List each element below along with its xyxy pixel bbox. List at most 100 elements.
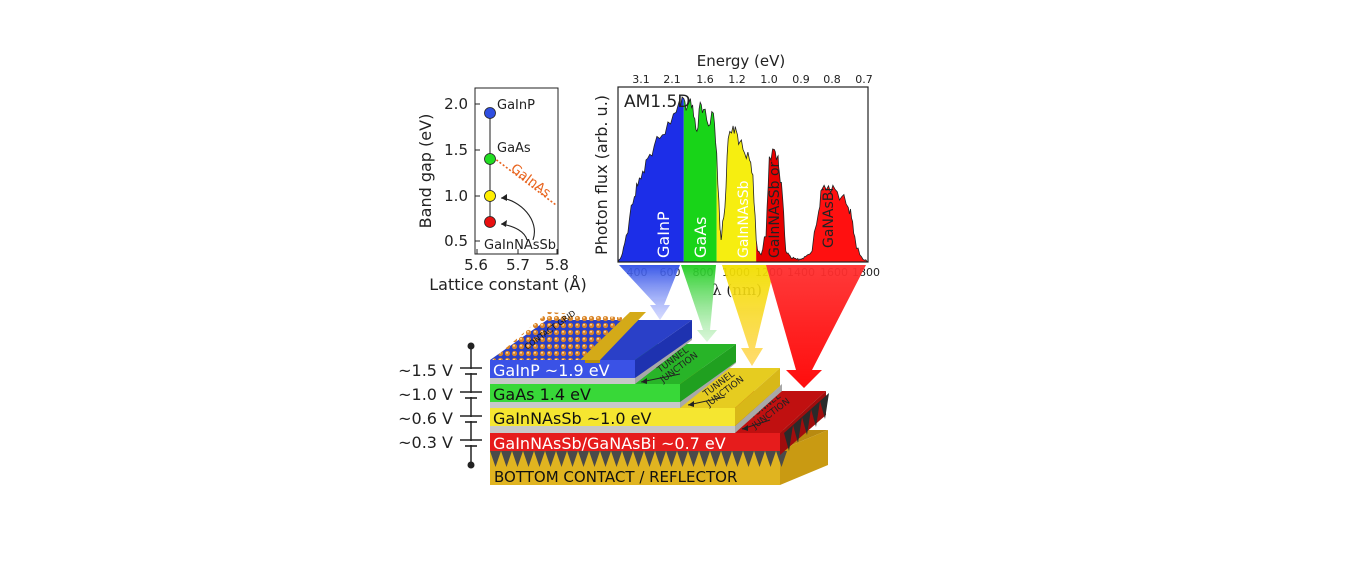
tunnel-junction-2	[490, 401, 680, 408]
reflector-tooth	[688, 451, 699, 467]
gainnassb-point	[484, 216, 496, 228]
bandgap-y-tick: 2.0	[444, 95, 468, 113]
spectrum-chart: Energy (eV) 3.1 2.1 1.6 1.2 1.0 0.9 0.8 …	[592, 52, 880, 299]
red-layer-front	[490, 433, 780, 451]
reflector-tooth	[699, 451, 710, 467]
bandgap-y-tick: 1.0	[444, 187, 468, 205]
yellow-layer-side	[735, 368, 780, 426]
bottom-contact-side	[780, 430, 828, 485]
contact-grid-bar	[580, 312, 646, 360]
gaas-label: GaAs	[497, 141, 531, 156]
photon-flux-axis-label: Photon flux (arb. u.)	[592, 95, 611, 255]
reflector-tooth	[600, 451, 611, 467]
band-label-gainnassb-or: GaInNAsSb or	[767, 161, 783, 258]
red-funnel-arrow	[766, 265, 866, 388]
reflector-tooth	[776, 451, 787, 467]
red-layer-name: GaInNAsSb/GaNAsBi ~0.7 eV	[493, 434, 726, 453]
red-layer-side-texture	[784, 393, 829, 451]
tunnel-arrow-1	[640, 373, 681, 383]
gainp-label: GaInP	[497, 98, 535, 113]
bandgap-x-tick: 5.7	[506, 256, 530, 274]
energy-tick: 0.8	[823, 73, 841, 86]
bandgap-x-ticks: 5.6 5.7 5.8	[464, 249, 569, 274]
bandgap-x-tick: 5.6	[464, 256, 488, 274]
blue-layer-front	[490, 360, 635, 378]
tunnel-junction-1	[490, 377, 635, 384]
tunnel-arrow-2	[687, 396, 726, 406]
gainp-point	[484, 107, 496, 119]
red-side-tooth	[802, 409, 811, 435]
bandgap-y-tick: 1.5	[444, 141, 468, 159]
voltage-label-2: ~1.0 V	[398, 385, 453, 404]
energy-tick: 3.1	[632, 73, 650, 86]
reflector-tooth	[611, 451, 622, 467]
reflector-tooth	[534, 451, 545, 467]
green-layer-name: GaAs 1.4 eV	[493, 385, 591, 404]
bandgap-y-tick: 0.5	[444, 232, 468, 250]
red-side-tooth	[784, 425, 793, 451]
reflector-tooth	[589, 451, 600, 467]
blue-layer-side	[635, 320, 692, 378]
energy-tick: 1.0	[760, 73, 778, 86]
reflector-tooth	[732, 451, 743, 467]
yellow-funnel-arrow	[722, 265, 775, 366]
reflector-tooth	[655, 451, 666, 467]
red-side-tooth	[793, 417, 802, 443]
reflector-tooth	[622, 451, 633, 467]
reflector-tooth	[578, 451, 589, 467]
bandgap-y-ticks: 2.0 1.5 1.0 0.5	[444, 95, 480, 250]
reflector-tooth	[556, 451, 567, 467]
reflector-tooth	[633, 451, 644, 467]
energy-tick: 0.7	[855, 73, 873, 86]
reflector-tooth	[545, 451, 556, 467]
red-side-tooth	[820, 393, 829, 419]
band-label-gainp: GaInP	[654, 211, 673, 258]
energy-axis-label: Energy (eV)	[697, 52, 785, 70]
reflector-tooth	[677, 451, 688, 467]
spectrum-plot-frame	[617, 86, 869, 263]
yellow-layer-front	[490, 408, 735, 426]
bandgap-x-axis-label: Lattice constant (Å)	[429, 275, 587, 294]
bandgap-chart: 2.0 1.5 1.0 0.5 5.6 5.7 5.8 Lattice cons…	[416, 87, 587, 294]
green-layer-front	[490, 384, 680, 402]
spectrum-corner-label: AM1.5D	[624, 92, 690, 112]
blue-funnel-arrow	[619, 265, 680, 320]
energy-tick: 0.9	[792, 73, 810, 86]
circuit-bottom-terminal	[467, 461, 475, 469]
reflector-tooth	[523, 451, 534, 467]
voltage-label-1: ~1.5 V	[398, 361, 453, 380]
gainnassb-label: GaInNAsSb	[484, 238, 556, 253]
energy-tick: 2.1	[663, 73, 681, 86]
energy-ticks: 3.1 2.1 1.6 1.2 1.0 0.9 0.8 0.7	[632, 73, 873, 86]
reflector-tooth	[765, 451, 776, 467]
circuit-top-terminal	[467, 342, 475, 350]
gaas-point	[484, 153, 496, 165]
one-ev-point	[484, 190, 496, 202]
bandgap-y-axis-label: Band gap (eV)	[416, 114, 435, 229]
reflector-tooth	[754, 451, 765, 467]
reflector-tooth	[721, 451, 732, 467]
reflector-tooth	[710, 451, 721, 467]
voltage-label-4: ~0.3 V	[398, 433, 453, 452]
reflector-texture	[490, 451, 787, 467]
band-label-ganasbi: GaNAsBi	[821, 188, 837, 248]
green-layer-side	[680, 344, 736, 402]
reflector-tooth	[567, 451, 578, 467]
reflector-tooth	[666, 451, 677, 467]
voltage-label-3: ~0.6 V	[398, 409, 453, 428]
reflector-tooth	[512, 451, 523, 467]
reflector-tooth	[743, 451, 754, 467]
tandem-stack: BOTTOM CONTACT / REFLECTOR GaInNAsSb/GaN…	[490, 309, 829, 486]
tunnel-junction-3	[490, 426, 735, 433]
band-label-gaas: GaAs	[691, 217, 710, 258]
bandgap-x-tick: 5.8	[545, 256, 569, 274]
energy-tick: 1.2	[728, 73, 746, 86]
reflector-tooth	[644, 451, 655, 467]
series-circuit: ~1.5 V ~1.0 V ~0.6 V ~0.3 V	[398, 342, 482, 469]
spectrum-band-gaas	[683, 96, 717, 262]
band-label-gainnassb: GaInNAsSb	[736, 180, 752, 258]
spectrum-curve	[618, 96, 868, 262]
bottom-contact-label: BOTTOM CONTACT / REFLECTOR	[494, 468, 737, 486]
red-side-tooth	[811, 401, 820, 427]
reflector-tooth	[490, 451, 501, 467]
